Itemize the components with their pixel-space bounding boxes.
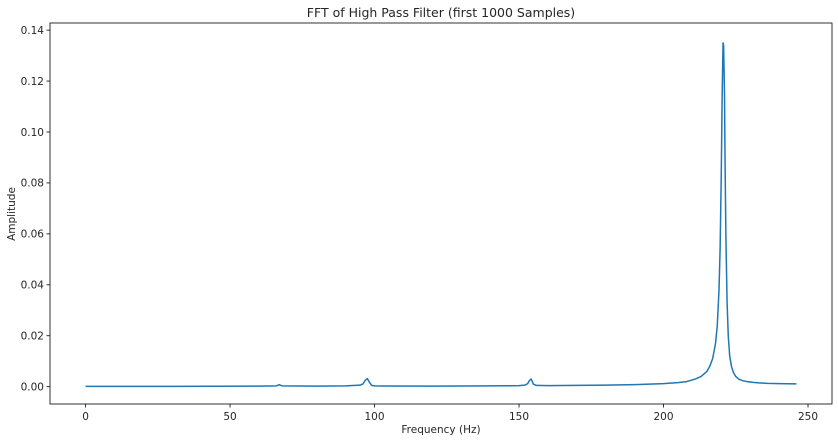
series-line [85,42,797,388]
y-tick-label: 0.10 [21,127,44,139]
x-tick-label: 100 [365,411,385,423]
y-axis-title: Amplitude [6,187,18,241]
plot-area-frame [49,22,833,405]
y-tick-label: 0.00 [21,381,44,393]
y-axis-ticks: 0.00 0.02 0.04 0.06 0.08 0.10 0.12 0.14 [21,25,50,393]
x-tick-label: 50 [223,411,236,423]
x-axis-title: Frequency (Hz) [401,424,480,436]
x-tick-label: 0 [82,411,89,423]
x-tick-label: 200 [653,411,673,423]
x-tick-label: 250 [798,411,818,423]
x-tick-label: 150 [509,411,529,423]
y-tick-label: 0.04 [21,280,45,292]
chart-title: FFT of High Pass Filter (first 1000 Samp… [307,5,575,20]
y-tick-label: 0.08 [21,178,44,190]
y-tick-label: 0.06 [21,229,45,241]
y-tick-label: 0.02 [21,331,44,343]
y-tick-label: 0.12 [21,76,44,88]
y-tick-label: 0.14 [21,25,45,37]
x-axis-ticks: 0 50 100 150 200 250 [82,404,818,423]
